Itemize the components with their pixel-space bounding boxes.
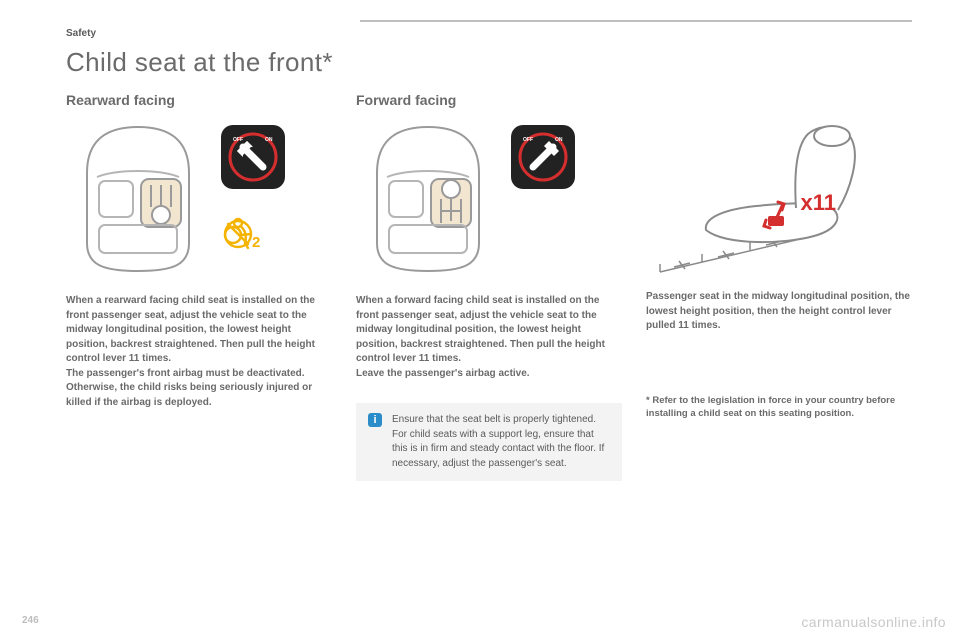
seat-side-icon	[646, 120, 876, 280]
forward-heading: Forward facing	[356, 92, 622, 108]
badge-on-label: ON	[265, 137, 273, 143]
section-label: Safety	[66, 28, 912, 39]
seat-lever-illustration: x11	[646, 120, 876, 280]
airbag-off-badge: OFF ON	[221, 125, 285, 189]
badge-off-label: OFF	[523, 137, 533, 143]
car-top-view-icon	[363, 125, 493, 273]
col-forward: Forward facing OFF O	[356, 92, 622, 481]
page-title: Child seat at the front*	[66, 47, 912, 78]
info-box: i Ensure that the seat belt is properly …	[356, 403, 622, 481]
badge-on-label: ON	[555, 137, 563, 143]
seat-caption: Passenger seat in the midway longitudina…	[646, 290, 912, 334]
forward-body: When a forward facing child seat is inst…	[356, 294, 622, 381]
info-icon: i	[368, 413, 382, 427]
rearward-illustration: OFF ON	[66, 118, 296, 278]
x11-label: x11	[801, 190, 837, 216]
airbag-on-badge: OFF ON	[511, 125, 575, 189]
footnote: * Refer to the legislation in force in y…	[646, 394, 912, 421]
info-text: Ensure that the seat belt is properly ti…	[392, 413, 610, 471]
airbag-number: 2	[252, 234, 260, 251]
col-seat: x11 Passenger seat in the midway longitu…	[646, 92, 912, 481]
col-rearward: Rearward facing OFF	[66, 92, 332, 481]
watermark: carmanualsonline.info	[801, 614, 946, 630]
rearward-body: When a rearward facing child seat is ins…	[66, 294, 332, 410]
forward-illustration: OFF ON	[356, 118, 586, 278]
badge-off-label: OFF	[233, 137, 243, 143]
page-number: 246	[22, 615, 39, 626]
airbag-deactivate-icon: 2	[223, 212, 265, 259]
manual-page: Safety Child seat at the front* Rearward…	[0, 0, 960, 640]
rearward-heading: Rearward facing	[66, 92, 332, 108]
car-top-view-icon	[73, 125, 203, 273]
columns: Rearward facing OFF	[66, 92, 912, 481]
top-rule	[360, 20, 912, 22]
